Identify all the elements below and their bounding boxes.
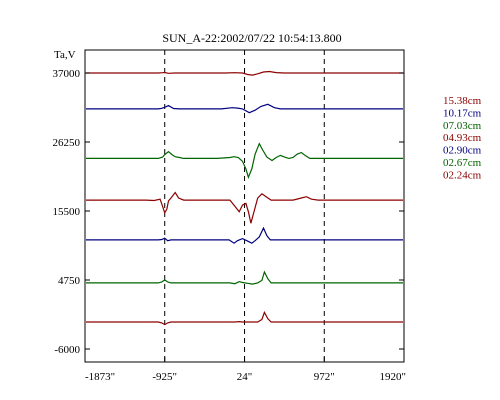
series-line-10.17cm (86, 103, 403, 114)
x-axis: -1873" -925" 24" 972" 1920" (84, 357, 407, 383)
series-line-02.24cm (86, 310, 403, 326)
series-line-02.67cm (86, 270, 403, 285)
x-tick-label: -925" (152, 371, 177, 383)
legend-item: 10.17cm (443, 107, 482, 119)
series-line-02.90cm (86, 226, 403, 244)
x-tick-label: -1873" (85, 371, 115, 383)
x-tick-label: 24" (237, 371, 253, 383)
y-tick-label: 4750 (58, 275, 81, 287)
legend-item: 02.24cm (443, 169, 482, 181)
y-tick-label: 26250 (53, 137, 81, 149)
legend: 15.38cm10.17cm07.03cm04.93cm02.90cm02.67… (443, 95, 482, 181)
legend-item: 15.38cm (443, 95, 482, 107)
legend-item: 02.67cm (443, 157, 482, 169)
series-lines (86, 70, 403, 326)
y-tick-label: 15500 (53, 206, 81, 218)
legend-item: 07.03cm (443, 120, 482, 132)
y-tick-label: 37000 (53, 68, 81, 80)
series-line-07.03cm (86, 142, 403, 180)
y-axis-label: Ta,V (54, 49, 76, 61)
series-line-15.38cm (86, 70, 403, 76)
y-tick-label: -6000 (54, 344, 80, 356)
reference-lines (164, 50, 325, 362)
x-tick-label: 972" (314, 371, 335, 383)
legend-item: 02.90cm (443, 145, 482, 157)
series-line-04.93cm (86, 191, 403, 224)
legend-item: 04.93cm (443, 132, 482, 144)
chart-title: SUN_A-22:2002/07/22 10:54:13.800 (162, 31, 341, 45)
x-tick-label: 1920" (380, 371, 407, 383)
y-axis: 37000 26250 15500 4750 -6000 (53, 68, 404, 356)
